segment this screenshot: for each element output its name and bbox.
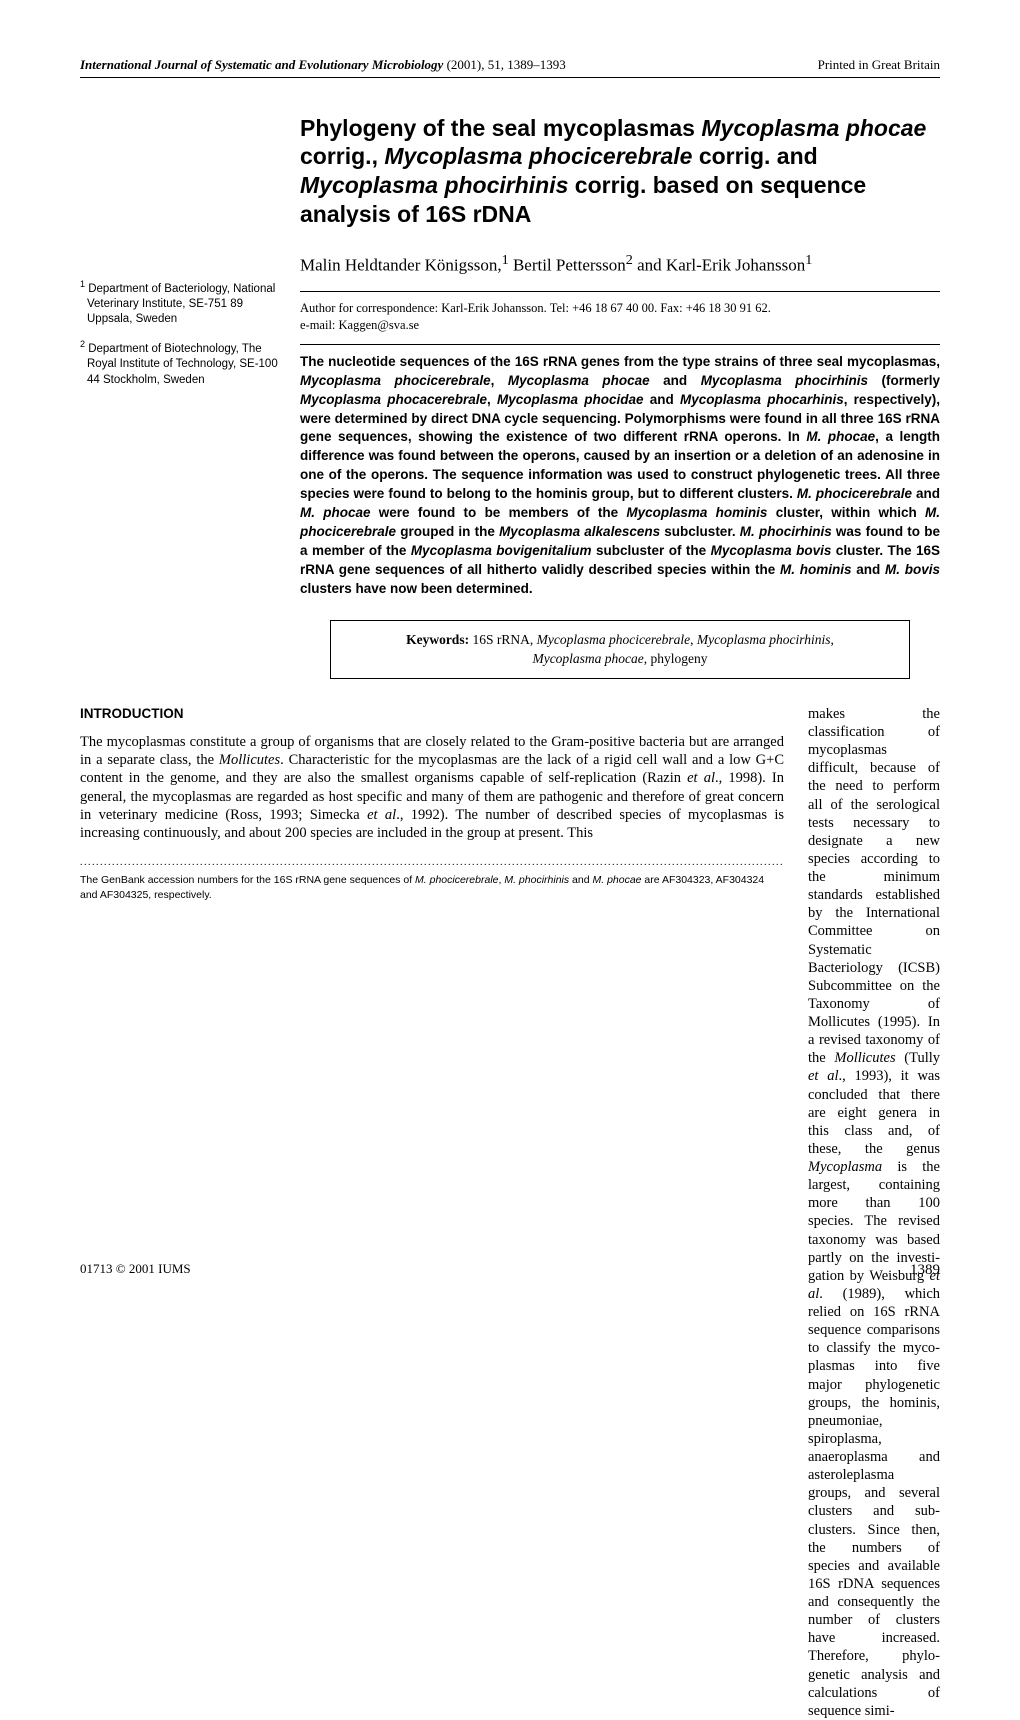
author-list: Malin Heldtander Königsson,1 Bertil Pett… bbox=[300, 251, 940, 278]
intro-left-column: INTRODUCTION The mycoplasmas constitute … bbox=[80, 705, 784, 1720]
page-footer: 01713 © 2001 IUMS 1389 bbox=[80, 1260, 940, 1280]
journal-reference: International Journal of Systematic and … bbox=[80, 56, 566, 74]
introduction-section: INTRODUCTION The mycoplasmas constitute … bbox=[80, 705, 940, 1720]
copyright-line: 01713 © 2001 IUMS bbox=[80, 1260, 191, 1280]
rule-1 bbox=[300, 291, 940, 292]
title-block: 1 Department of Bacteriology, National V… bbox=[80, 114, 940, 679]
intro-paragraph-left: The mycoplasmas constitute a group of or… bbox=[80, 733, 784, 842]
genbank-footnote: The GenBank accession numbers for the 16… bbox=[80, 873, 784, 901]
journal-year-vol: (2001), 51, 1389–1393 bbox=[443, 57, 565, 72]
intro-right-column: makes the classification of mycoplasmas … bbox=[808, 705, 940, 1720]
abstract: The nucleotide sequences of the 16S rRNA… bbox=[300, 353, 940, 599]
journal-name: International Journal of Systematic and … bbox=[80, 57, 443, 72]
page-number: 1389 bbox=[910, 1260, 940, 1280]
footnote-separator: ........................................… bbox=[80, 856, 784, 870]
running-header: International Journal of Systematic and … bbox=[80, 56, 940, 78]
printed-country: Printed in Great Britain bbox=[818, 56, 940, 74]
introduction-heading: INTRODUCTION bbox=[80, 705, 784, 723]
affiliations-column: 1 Department of Bacteriology, National V… bbox=[80, 114, 280, 679]
keywords-label: Keywords: bbox=[406, 632, 469, 647]
correspondence: Author for correspondence: Karl-Erik Joh… bbox=[300, 300, 940, 334]
affiliation-2: 2 Department of Biotechnology, The Royal… bbox=[80, 338, 280, 388]
intro-paragraph-right: makes the classification of mycoplasmas … bbox=[808, 705, 940, 1720]
article-title: Phylogeny of the seal mycoplasmas Mycopl… bbox=[300, 114, 940, 229]
keywords-box: Keywords: 16S rRNA, Mycoplasma phocicere… bbox=[330, 620, 910, 678]
affiliation-1: 1 Department of Bacteriology, National V… bbox=[80, 278, 280, 328]
title-column: Phylogeny of the seal mycoplasmas Mycopl… bbox=[300, 114, 940, 679]
rule-2 bbox=[300, 344, 940, 345]
